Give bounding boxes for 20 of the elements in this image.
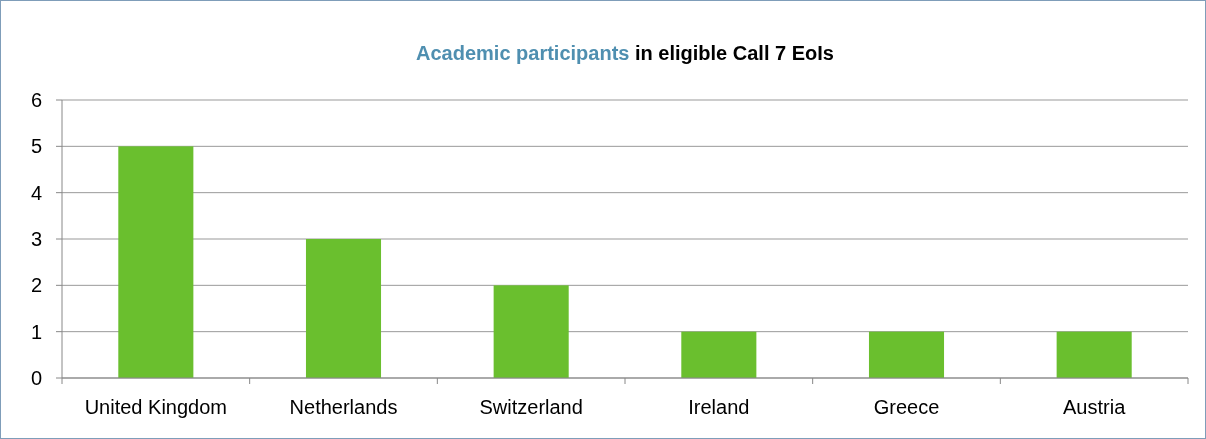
bar — [868, 331, 945, 378]
bar — [1056, 331, 1132, 378]
bar — [305, 239, 382, 378]
x-tick-label: Austria — [1063, 396, 1127, 418]
bar — [681, 331, 757, 378]
y-tick-label: 2 — [30, 274, 42, 297]
x-tick-label: Ireland — [688, 396, 750, 418]
x-tick-label: United Kingdom — [84, 396, 227, 418]
bar — [118, 146, 194, 378]
y-tick-label: 3 — [30, 228, 42, 250]
y-tick-label: 5 — [30, 135, 42, 158]
y-tick-label: 1 — [30, 320, 42, 343]
x-tick-label: Greece — [873, 396, 940, 418]
chart-title: Academic participants in eligible Call 7 EoIs — [416, 42, 834, 64]
y-tick-label: 0 — [30, 367, 42, 389]
y-tick-label: 6 — [30, 89, 42, 111]
y-tick-label: 4 — [30, 181, 42, 204]
bar — [493, 285, 569, 378]
x-tick-label: Switzerland — [479, 396, 583, 418]
x-tick-label: Netherlands — [289, 396, 398, 418]
